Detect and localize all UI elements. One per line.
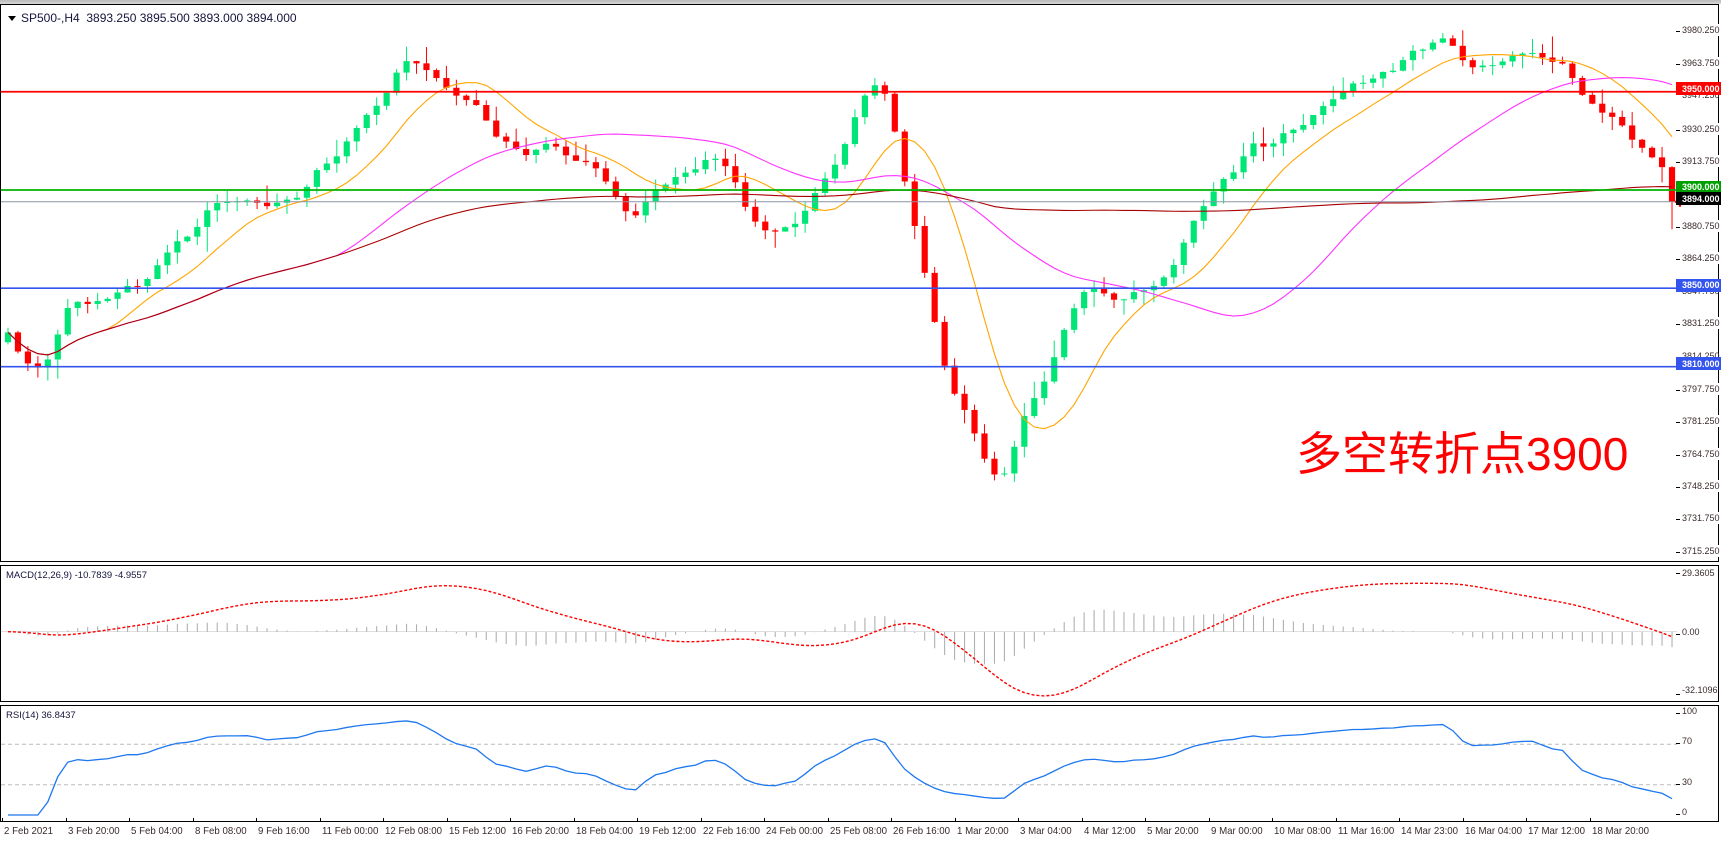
- svg-text:多空转折点3900: 多空转折点3900: [1296, 428, 1628, 480]
